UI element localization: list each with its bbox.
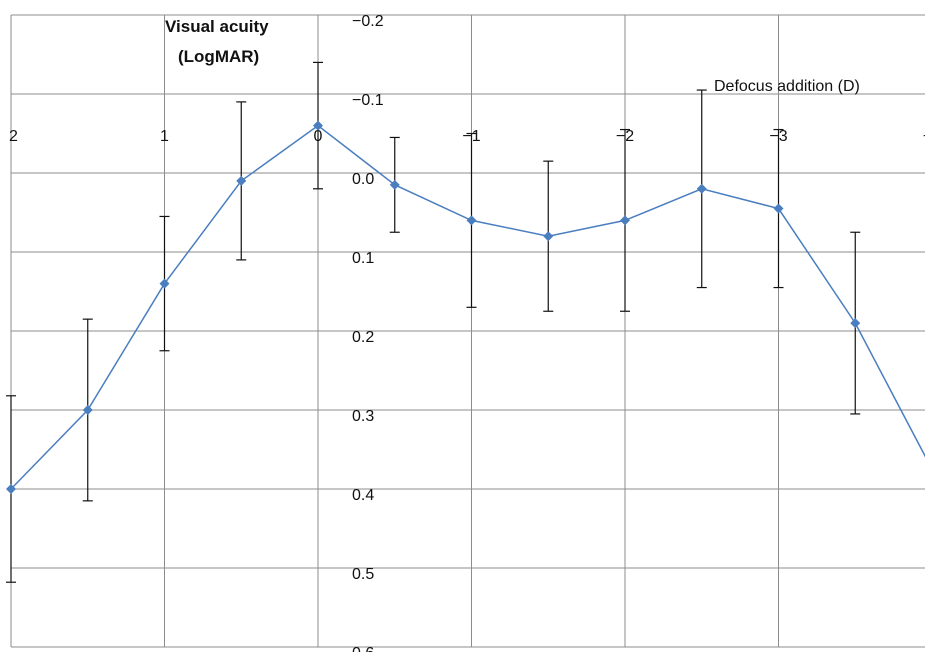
data-point bbox=[389, 179, 400, 190]
data-point bbox=[620, 215, 630, 226]
y-tick-label: −0.2 bbox=[352, 13, 384, 30]
data-point bbox=[236, 175, 247, 186]
y-tick-label: 0.2 bbox=[352, 329, 374, 346]
x-tick-label: 2 bbox=[9, 128, 18, 145]
data-point bbox=[6, 484, 16, 494]
x-axis-ticks: 210−1−2−3−4 bbox=[9, 128, 925, 145]
data-point bbox=[466, 215, 477, 226]
y-tick-label: 0.0 bbox=[352, 171, 374, 188]
data-points bbox=[6, 120, 861, 494]
y-axis-title-line-2: (LogMAR) bbox=[178, 47, 259, 66]
y-tick-label: 0.5 bbox=[352, 566, 374, 583]
y-axis-ticks: −0.2 −0.1 0.0 0.1 0.2 0.3 0.4 0.5 0.6 bbox=[352, 13, 384, 652]
y-tick-label: 0.1 bbox=[352, 250, 374, 267]
data-point bbox=[159, 278, 170, 289]
y-tick-label: 0.3 bbox=[352, 408, 374, 425]
x-axis-title: Defocus addition (D) bbox=[714, 78, 860, 95]
data-point bbox=[543, 231, 554, 242]
grid-lines bbox=[10, 14, 925, 648]
y-tick-label: −0.1 bbox=[352, 92, 384, 109]
data-point bbox=[773, 203, 784, 214]
y-tick-label: 0.6 bbox=[352, 645, 374, 652]
x-tick-label: −4 bbox=[923, 128, 925, 145]
y-tick-label: 0.4 bbox=[352, 487, 374, 504]
data-point bbox=[313, 120, 323, 131]
data-point bbox=[850, 318, 861, 329]
data-point bbox=[82, 405, 93, 415]
data-point bbox=[696, 183, 707, 194]
x-tick-label: 1 bbox=[160, 128, 169, 145]
y-axis-title-line-1: Visual acuity bbox=[165, 17, 269, 36]
